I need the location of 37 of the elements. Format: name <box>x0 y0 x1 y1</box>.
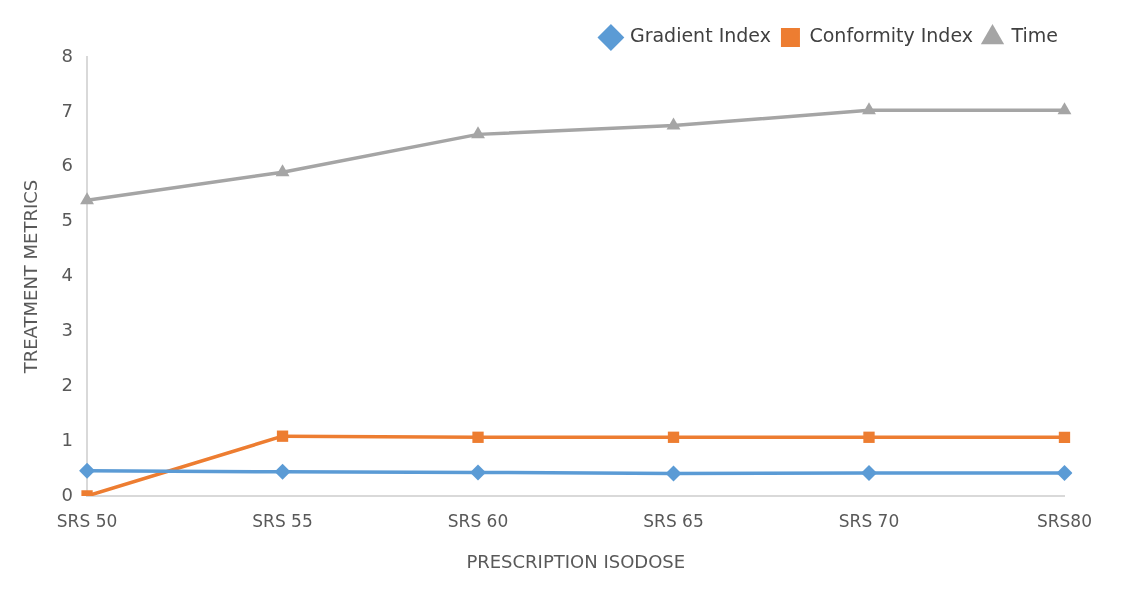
point <box>471 126 485 139</box>
y-tick-label: 5 <box>61 209 74 231</box>
y-axis-title: TREATMENT METRICS <box>20 179 42 375</box>
legend-label: Conformity Index <box>809 24 974 47</box>
y-tick-label: 8 <box>61 44 74 66</box>
point <box>472 431 484 443</box>
x-tick-label: SRS 70 <box>838 510 900 531</box>
y-tick-label: 6 <box>61 154 74 176</box>
point <box>861 464 877 481</box>
y-tick-label: 1 <box>61 428 74 450</box>
legend-label: Time <box>1010 24 1058 47</box>
point <box>1057 102 1072 115</box>
point <box>1056 464 1073 481</box>
x-tick-label: SRS 50 <box>56 510 118 531</box>
point <box>274 463 291 480</box>
point <box>80 192 94 205</box>
y-tick-label: 3 <box>61 319 74 341</box>
point <box>666 117 681 130</box>
point <box>470 464 487 481</box>
y-tick-label: 7 <box>61 99 74 121</box>
x-tick-label: SRS 55 <box>252 510 313 531</box>
point <box>1058 431 1071 443</box>
point <box>863 431 875 443</box>
point <box>862 102 876 115</box>
x-axis-title: PRESCRIPTION ISODOSE <box>466 550 686 572</box>
y-tick-label: 0 <box>61 483 74 505</box>
point <box>275 164 290 177</box>
legend-label: Gradient Index <box>629 24 771 47</box>
y-tick-label: 2 <box>61 373 74 395</box>
point <box>79 462 96 479</box>
x-tick-label: SRS 65 <box>643 510 704 531</box>
x-tick-label: SRS80 <box>1036 510 1092 531</box>
point <box>276 430 289 442</box>
x-tick-label: SRS 60 <box>447 510 509 531</box>
point <box>667 431 680 443</box>
point <box>665 465 682 482</box>
y-tick-label: 4 <box>61 264 74 286</box>
